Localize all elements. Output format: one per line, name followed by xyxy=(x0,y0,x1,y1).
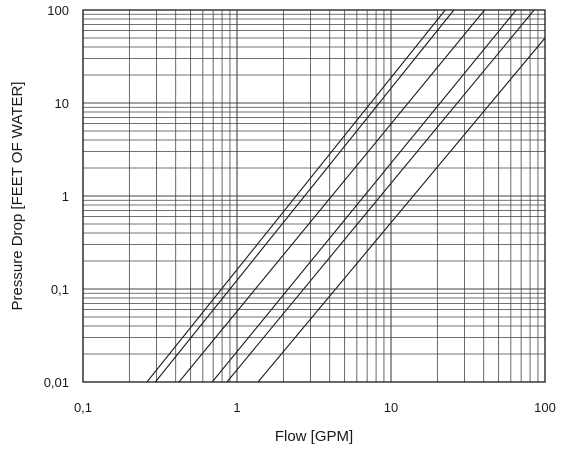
y-tick-label: 0,1 xyxy=(51,282,69,297)
series-line-3 xyxy=(178,9,485,383)
y-tick-label: 1 xyxy=(62,189,69,204)
series-line-2 xyxy=(154,9,455,383)
x-tick-label: 0,1 xyxy=(74,400,92,415)
series-line-1 xyxy=(146,9,446,383)
x-tick-label: 10 xyxy=(384,400,398,415)
series-lines xyxy=(146,9,546,383)
x-tick-label: 100 xyxy=(534,400,556,415)
y-tick-label: 100 xyxy=(47,3,69,18)
x-tick-label: 1 xyxy=(233,400,240,415)
y-axis-label: Pressure Drop [FEET OF WATER] xyxy=(9,82,26,311)
series-line-5 xyxy=(226,9,535,383)
series-line-6 xyxy=(257,37,546,383)
plot-frame xyxy=(82,9,546,383)
x-tick-labels: 0,1 1 10 100 xyxy=(74,400,556,415)
x-axis-label: Flow [GPM] xyxy=(275,428,353,445)
series-line-4 xyxy=(211,9,517,383)
y-tick-labels: 0,01 0,1 1 10 100 xyxy=(44,3,69,390)
y-tick-label: 0,01 xyxy=(44,375,69,390)
y-tick-label: 10 xyxy=(55,96,69,111)
grid xyxy=(82,10,545,383)
